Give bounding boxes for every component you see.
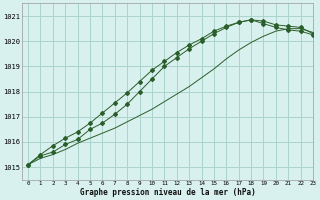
X-axis label: Graphe pression niveau de la mer (hPa): Graphe pression niveau de la mer (hPa) bbox=[80, 188, 255, 197]
